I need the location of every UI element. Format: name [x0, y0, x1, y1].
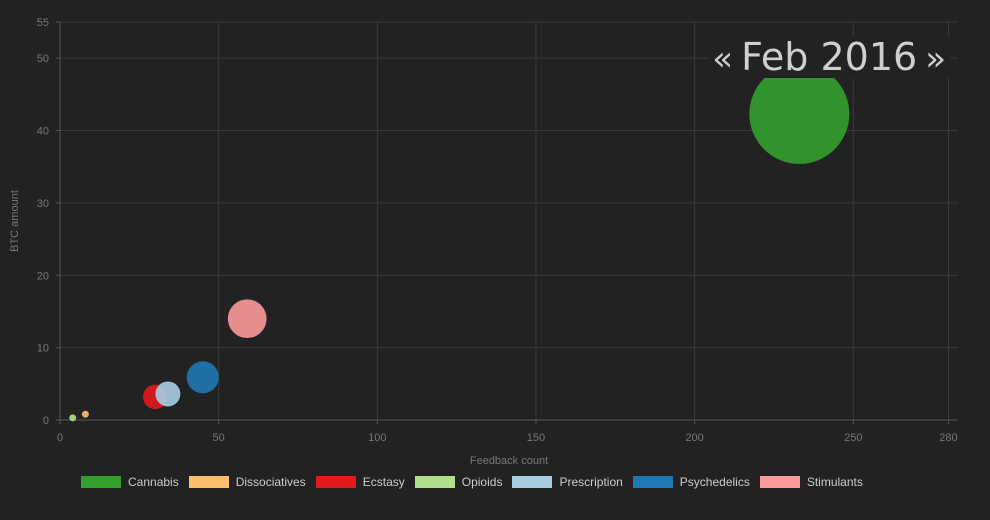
x-tick-label: 280	[939, 432, 957, 444]
legend-label: Cannabis	[128, 475, 179, 489]
legend-label: Stimulants	[806, 475, 863, 489]
y-tick-label: 40	[37, 126, 49, 138]
previous-period-button[interactable]: «	[712, 39, 734, 79]
x-tick-labels: 0 50 100 150 200 250 280	[57, 432, 958, 444]
bubbles	[69, 63, 850, 422]
legend-label: Psychedelics	[679, 475, 750, 489]
x-tick-label: 200	[685, 432, 703, 444]
legend-label: Dissociatives	[235, 475, 306, 489]
y-tick-label: 20	[37, 270, 49, 282]
bubble-stimulants[interactable]	[227, 299, 267, 339]
y-tick-labels: 0 10 20 30 40 50 55	[37, 17, 49, 427]
legend-item-psychedelics[interactable]: Psychedelics	[632, 475, 750, 489]
x-axis-label: Feedback count	[470, 455, 548, 467]
y-tick-label: 10	[37, 343, 49, 355]
x-tick-label: 50	[213, 432, 225, 444]
y-tick-label: 55	[37, 17, 49, 29]
x-tick-label: 0	[57, 432, 63, 444]
legend-label: Prescription	[559, 475, 623, 489]
x-tick-label: 100	[368, 432, 386, 444]
y-tick-label: 50	[37, 53, 49, 65]
y-axis-label: BTC amount	[9, 190, 21, 252]
legend-swatch	[512, 476, 553, 488]
legend-label: Ecstasy	[362, 475, 405, 489]
legend-item-prescription[interactable]: Prescription	[512, 475, 623, 489]
legend-label: Opioids	[461, 475, 503, 489]
bubble-opioids[interactable]	[69, 414, 77, 422]
legend-item-cannabis[interactable]: Cannabis	[81, 475, 179, 489]
bubble-prescription[interactable]	[155, 381, 181, 407]
legend-swatch	[632, 476, 673, 488]
x-tick-label: 250	[844, 432, 862, 444]
bubble-cannabis[interactable]	[749, 63, 850, 164]
period-navigator: « Feb 2016 »	[708, 36, 950, 78]
legend: Cannabis Dissociatives Ecstasy Opioids Presc…	[81, 475, 863, 489]
bubble-dissociatives[interactable]	[81, 410, 89, 418]
axes	[59, 22, 958, 421]
legend-item-ecstasy[interactable]: Ecstasy	[315, 475, 405, 489]
x-tick-label: 150	[527, 432, 545, 444]
bubble-psychedelics[interactable]	[186, 361, 219, 394]
legend-swatch	[81, 476, 121, 488]
legend-item-stimulants[interactable]: Stimulants	[759, 475, 863, 489]
next-period-button[interactable]: »	[925, 39, 946, 79]
period-label: Feb 2016	[741, 35, 918, 79]
legend-item-dissociatives[interactable]: Dissociatives	[188, 475, 306, 489]
y-tick-label: 30	[37, 198, 49, 210]
y-tick-label: 0	[43, 415, 49, 427]
legend-swatch	[315, 476, 356, 488]
legend-swatch	[414, 476, 455, 488]
legend-item-opioids[interactable]: Opioids	[414, 475, 503, 489]
legend-swatch	[188, 476, 229, 488]
legend-swatch	[759, 476, 800, 488]
